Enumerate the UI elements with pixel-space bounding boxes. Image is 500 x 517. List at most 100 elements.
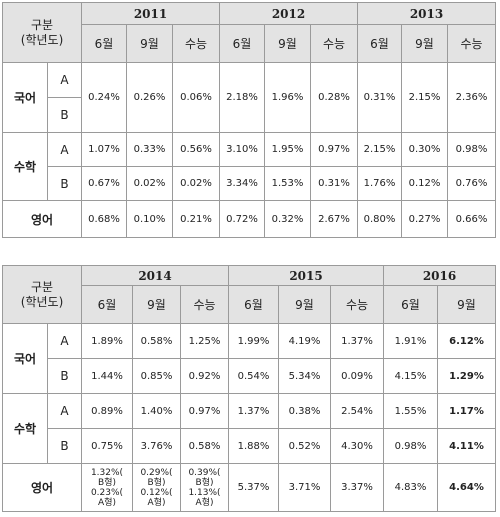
cell-value: 3.76% xyxy=(132,428,182,464)
cell-value: 0.38% xyxy=(278,393,332,429)
table-row: 수학 A 0.89% 1.40% 0.97% 1.37% 0.38% 2.54%… xyxy=(2,393,497,464)
header-label-line2: (학년도) xyxy=(20,32,64,47)
month-header: 6월 xyxy=(228,285,280,324)
subject-english: 영어 xyxy=(1,200,83,238)
table-row: 영어 0.68% 0.10% 0.21% 0.72% 0.32% 2.67% 0… xyxy=(1,200,497,238)
split-b-label: B형) xyxy=(147,477,166,488)
month-header: 수능 xyxy=(330,285,385,324)
cell-value: 0.75% xyxy=(81,428,134,464)
month-header: 9월 xyxy=(126,24,174,63)
cell-value: 0.10% xyxy=(126,200,174,238)
year-header: 2011 xyxy=(81,2,221,25)
cell-value: 2.18% xyxy=(219,62,266,133)
cell-value: 0.72% xyxy=(219,200,266,238)
cell-value: 0.58% xyxy=(132,323,182,359)
split-a-label: A형) xyxy=(98,497,116,508)
cell-value: 0.68% xyxy=(81,200,128,238)
cell-value: 0.89% xyxy=(81,393,134,429)
cell-value: 1.37% xyxy=(330,323,385,359)
cell-value: 0.67% xyxy=(81,166,128,201)
cell-value: 1.29% xyxy=(437,358,497,394)
month-header: 6월 xyxy=(81,24,128,63)
cell-value: 0.02% xyxy=(126,166,174,201)
cell-value: 4.83% xyxy=(383,463,439,512)
cell-value: 0.97% xyxy=(310,132,359,167)
cell-value: 0.31% xyxy=(310,166,359,201)
month-header: 9월 xyxy=(264,24,312,63)
cell-value: 0.33% xyxy=(126,132,174,167)
month-header: 수능 xyxy=(447,24,497,63)
table-row: B xyxy=(3,97,496,133)
type-a: A xyxy=(46,62,83,98)
type-b: B xyxy=(46,428,83,464)
cell-value: 0.31% xyxy=(357,62,403,133)
cell-value: 1.17% xyxy=(437,393,497,429)
cell-value: 1.40% xyxy=(132,393,182,429)
cell-value: 3.37% xyxy=(330,463,385,512)
cell-value: 3.71% xyxy=(278,463,332,512)
month-header: 9월 xyxy=(401,24,449,63)
cell-value: 4.19% xyxy=(278,323,332,359)
year-header: 2012 xyxy=(219,2,359,25)
cell-value: 3.34% xyxy=(219,166,266,201)
type-b: B xyxy=(46,97,83,133)
cell-value: 0.06% xyxy=(172,62,221,133)
cell-value: 2.36% xyxy=(447,62,497,133)
cell-value: 4.11% xyxy=(437,428,497,464)
year-header: 2013 xyxy=(357,2,497,25)
header-label-line2: (학년도) xyxy=(20,294,64,309)
cell-value: 0.24% xyxy=(81,62,128,133)
cell-value: 4.64% xyxy=(437,463,497,512)
cell-value: 2.54% xyxy=(330,393,385,429)
cell-value: 0.02% xyxy=(172,166,221,201)
type-a: A xyxy=(46,323,83,359)
cell-value: 1.55% xyxy=(383,393,439,429)
type-a: A xyxy=(46,393,83,429)
subject-korean: 국어 xyxy=(2,62,48,133)
cell-value: 0.52% xyxy=(278,428,332,464)
split-a-label: A형) xyxy=(195,497,214,508)
cell-value: 1.07% xyxy=(81,132,128,167)
table-row: B 1.44% 0.85% 0.92% 0.54% 5.34% 0.09% 4.… xyxy=(3,358,497,394)
split-a-value: 0.12%( xyxy=(140,487,173,498)
month-header: 9월 xyxy=(132,285,182,324)
type-b: B xyxy=(46,358,83,394)
cell-value: 1.99% xyxy=(228,323,280,359)
cell-value: 1.25% xyxy=(180,323,230,359)
year-header: 2016 xyxy=(383,265,497,286)
split-b-label: B형) xyxy=(195,477,214,488)
cell-value: 2.67% xyxy=(310,200,359,238)
cell-value: 0.54% xyxy=(228,358,280,394)
cell-value: 0.09% xyxy=(330,358,385,394)
month-header: 9월 xyxy=(278,285,332,324)
cell-value: 5.37% xyxy=(228,463,280,512)
cell-value: 5.34% xyxy=(278,358,332,394)
month-header: 6월 xyxy=(219,24,266,63)
cell-value: 3.10% xyxy=(219,132,266,167)
split-a-label: A형) xyxy=(147,497,166,508)
cell-value: 1.95% xyxy=(264,132,312,167)
cell-value: 1.53% xyxy=(264,166,312,201)
cell-value: 2.15% xyxy=(357,132,403,167)
cell-value: 0.32% xyxy=(264,200,312,238)
subject-math: 수학 xyxy=(2,393,48,464)
cell-value: 0.56% xyxy=(172,132,221,167)
table-row: B 0.67% 0.02% 0.02% 3.34% 1.53% 0.31% 1.… xyxy=(3,166,497,201)
split-b-label: B형) xyxy=(98,477,116,488)
header-label-line1: 구분 xyxy=(30,17,54,32)
table-row: B 0.75% 3.76% 0.58% 1.88% 0.52% 4.30% 0.… xyxy=(3,428,497,464)
month-header: 수능 xyxy=(180,285,230,324)
month-header: 6월 xyxy=(81,285,134,324)
cell-value: 0.12% xyxy=(401,166,449,201)
header-category: 구분 (학년도) xyxy=(1,2,83,63)
cell-value: 0.92% xyxy=(180,358,230,394)
cell-value: 2.15% xyxy=(401,62,449,133)
cell-value: 0.85% xyxy=(132,358,182,394)
cell-value: 4.30% xyxy=(330,428,385,464)
split-a-value: 0.23%( xyxy=(90,487,124,498)
subject-english: 영어 xyxy=(1,463,83,512)
month-header: 6월 xyxy=(383,285,439,324)
cell-value: 1.37% xyxy=(228,393,280,429)
split-b-value: 0.39%( xyxy=(188,467,221,478)
cell-value: 1.88% xyxy=(228,428,280,464)
